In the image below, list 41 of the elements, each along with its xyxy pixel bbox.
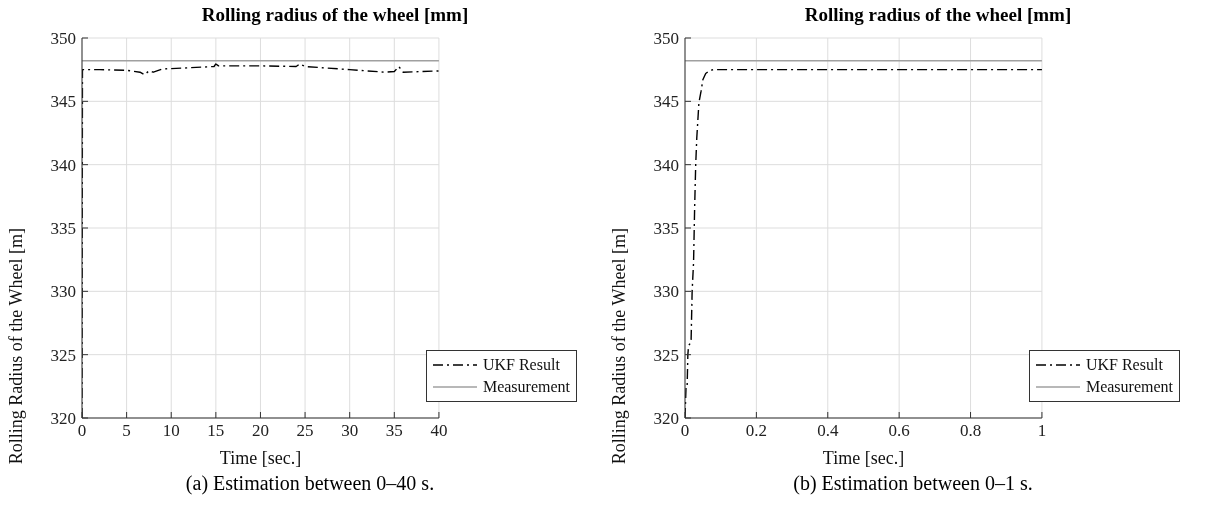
x-tick-label: 25 xyxy=(296,421,314,441)
y-tick-label: 340 xyxy=(653,155,679,175)
x-tick-label: 1 xyxy=(1037,421,1047,441)
x-axis-title: Time [sec.] xyxy=(822,448,905,468)
y-tick-label: 350 xyxy=(653,29,679,49)
y-tick-label: 340 xyxy=(50,155,76,175)
x-tick-label: 0.4 xyxy=(817,421,839,441)
x-tick-label: 0.6 xyxy=(888,421,910,441)
x-tick-label: 35 xyxy=(385,421,403,441)
y-axis-title: Rolling Radius of the Wheel [m] xyxy=(6,228,27,465)
y-tick-label: 320 xyxy=(50,409,76,429)
x-tick-label: 10 xyxy=(162,421,180,441)
text: (a) Estimation between 0–40 s. xyxy=(184,472,436,495)
y-tick-label: 320 xyxy=(653,409,679,429)
x-tick-label: 15 xyxy=(207,421,225,441)
x-tick-label: 5 xyxy=(122,421,131,441)
x-tick-label: 0 xyxy=(77,421,87,441)
x-tick-label: 30 xyxy=(341,421,359,441)
chart-title: Rolling radius of the wheel [mm] xyxy=(803,4,1073,26)
y-tick-label: 335 xyxy=(653,219,679,239)
y-tick-label: 325 xyxy=(653,345,679,365)
y-tick-label: 345 xyxy=(653,92,679,112)
x-axis-title: Time [sec.] xyxy=(219,448,302,468)
chart-title: Rolling radius of the wheel [mm] xyxy=(200,4,470,26)
legend-label: Measurement xyxy=(1085,377,1173,397)
y-tick-label: 350 xyxy=(50,29,76,49)
x-tick-label: 0.2 xyxy=(745,421,768,441)
y-axis-title: Rolling Radius of the Wheel [m] xyxy=(609,228,630,465)
x-tick-label: 20 xyxy=(251,421,269,441)
text: (b) Estimation between 0–1 s. xyxy=(792,472,1034,495)
x-tick-label: 0 xyxy=(680,421,690,441)
y-tick-label: 325 xyxy=(50,345,76,365)
y-tick-label: 330 xyxy=(50,282,76,302)
y-tick-label: 335 xyxy=(50,219,76,239)
x-tick-label: 0.8 xyxy=(959,421,982,441)
legend-label: UKF Result xyxy=(1085,355,1163,375)
y-tick-label: 345 xyxy=(50,92,76,112)
x-tick-label: 40 xyxy=(430,421,448,441)
legend-label: Measurement xyxy=(482,377,570,397)
y-tick-label: 330 xyxy=(653,282,679,302)
legend-label: UKF Result xyxy=(482,355,560,375)
